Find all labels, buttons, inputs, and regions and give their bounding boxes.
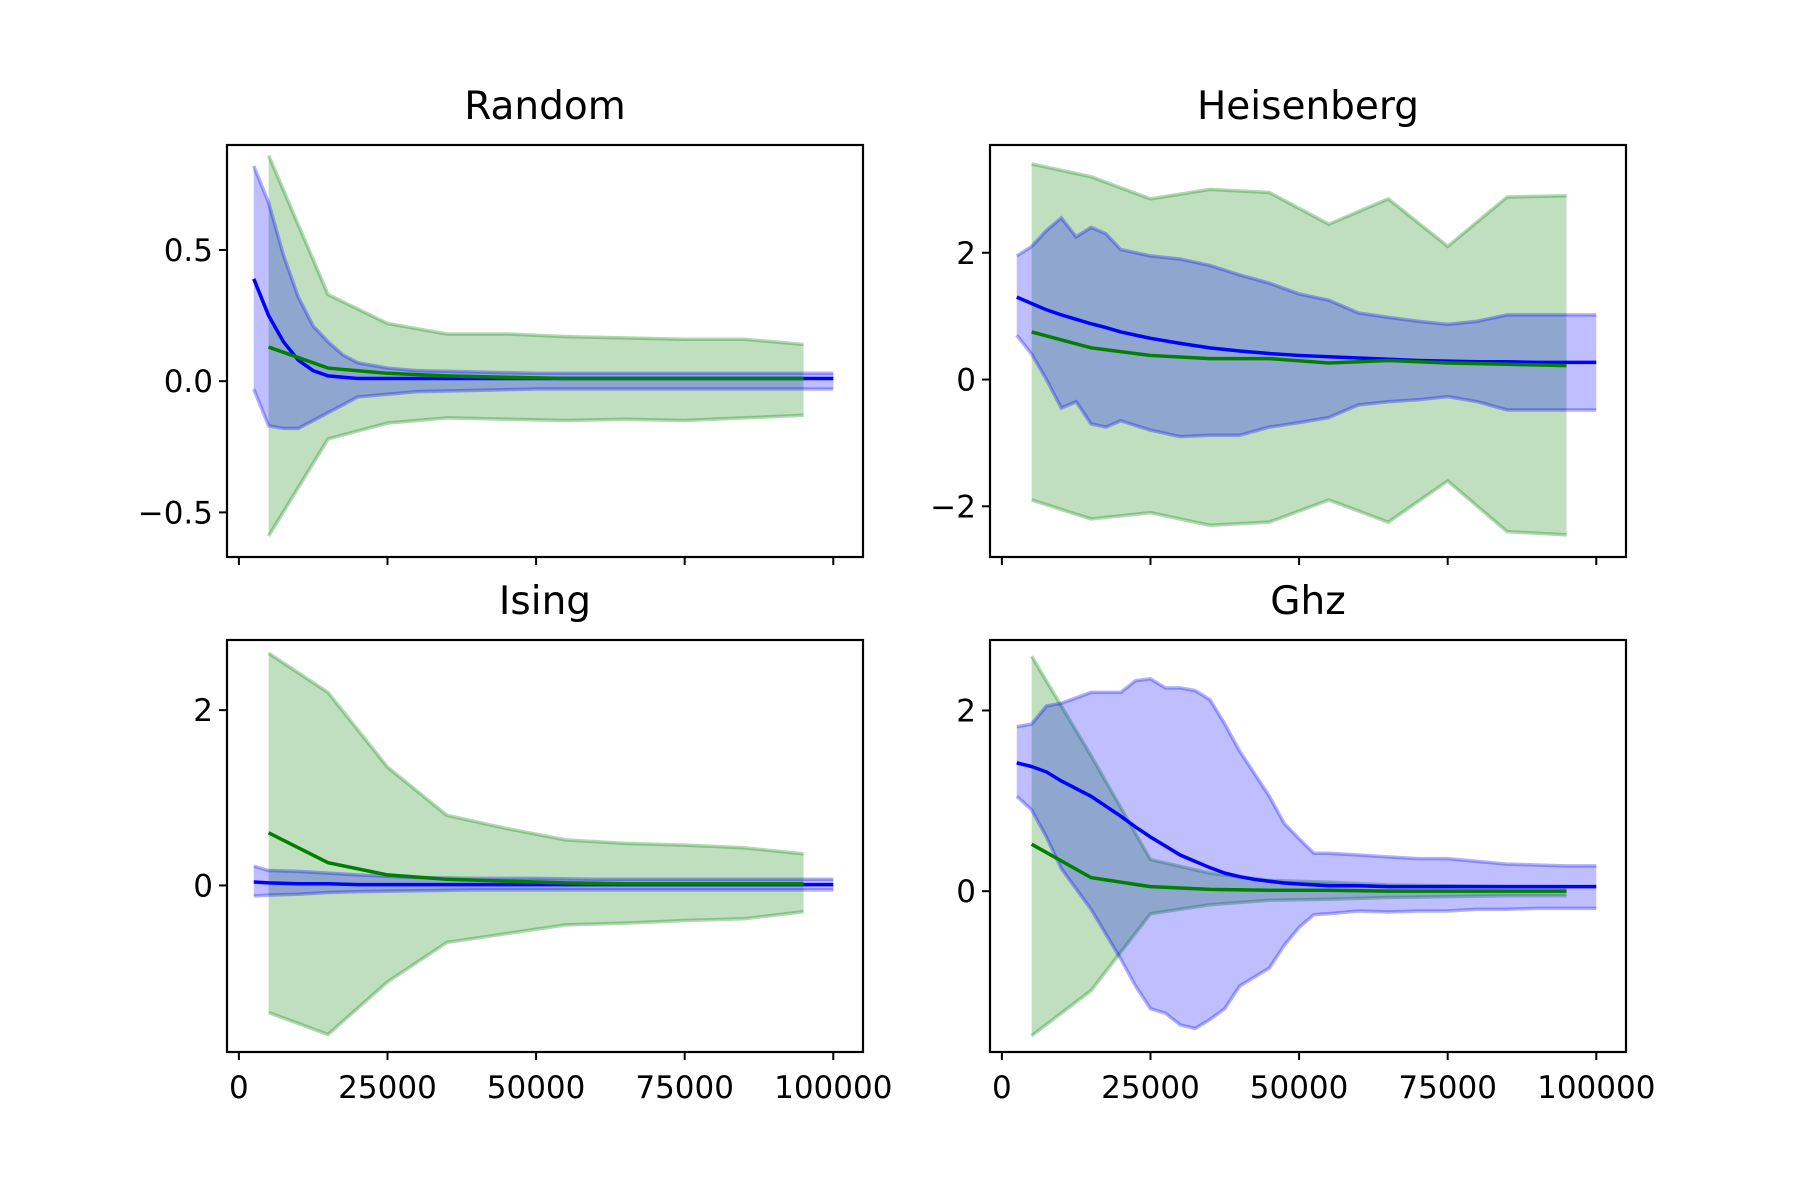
subplot-title: Ising [499, 579, 591, 624]
mean-line-green [1031, 330, 1567, 368]
subplot-title: Heisenberg [1197, 84, 1419, 129]
band-green [268, 653, 804, 1035]
mean-line-green [267, 831, 804, 886]
band-upper-blue [1015, 215, 1597, 327]
band-lower-green [268, 910, 804, 1037]
x-tick-label: 75000 [635, 1070, 734, 1106]
x-tick-label: 0 [992, 1070, 1012, 1106]
mean-line-blue [1016, 295, 1597, 365]
y-tick-label: 2 [193, 693, 213, 729]
band-upper-green [266, 154, 804, 347]
mean-line-green [268, 345, 804, 381]
subplot-1: −2 0 2 Heisenberg [930, 84, 1628, 565]
y-tick-label: 2 [956, 693, 976, 729]
subplot-title: Ghz [1270, 579, 1345, 624]
axes-frame [988, 143, 1628, 559]
band-lower-blue [1015, 795, 1597, 1031]
x-tick-label: 50000 [1250, 1070, 1349, 1106]
x-tick-label: 100000 [1537, 1070, 1655, 1106]
plot-area [252, 154, 834, 537]
band-lower-blue [1015, 334, 1597, 439]
axes-frame [225, 143, 865, 559]
band-upper-green [1031, 162, 1567, 249]
band-lower-green [267, 413, 804, 537]
band-green [1031, 656, 1567, 1036]
y-tick-label: 0 [193, 868, 213, 904]
subplot-3: 0 2 0 25000 50000 75000 100000 Ghz [956, 579, 1655, 1106]
band-upper-blue [1016, 677, 1597, 868]
subplot-2: 0 2 0 25000 50000 75000 100000 Ising [193, 579, 892, 1106]
band-lower-blue [252, 387, 834, 431]
band-lower-blue [253, 888, 834, 898]
band-lower-green [1030, 893, 1567, 1038]
plot-area [1015, 162, 1597, 537]
y-tick-label: 0.5 [164, 233, 213, 269]
subplot-title: Random [464, 84, 625, 129]
band-blue [253, 165, 834, 429]
y-tick-label: 0.0 [164, 364, 213, 400]
band-blue [1016, 678, 1597, 1029]
mean-line-green [1030, 842, 1567, 893]
band-upper-blue [253, 864, 834, 882]
x-tick-label: 0 [229, 1070, 249, 1106]
x-tick-label: 100000 [774, 1070, 892, 1106]
band-upper-green [267, 651, 804, 856]
x-tick-label: 75000 [1398, 1070, 1497, 1106]
y-tick-label: −2 [930, 489, 976, 525]
x-tick-label: 25000 [338, 1070, 437, 1106]
y-tick-label: −0.5 [138, 495, 213, 531]
x-tick-label: 50000 [487, 1070, 586, 1106]
plot-area [1015, 655, 1597, 1038]
axes-frame [988, 638, 1628, 1054]
plot-area [253, 651, 834, 1037]
band-lower-green [1031, 478, 1567, 537]
band-green [1031, 164, 1567, 535]
band-green [268, 155, 804, 537]
axes-frame [225, 638, 865, 1054]
y-tick-label: 0 [956, 363, 976, 399]
y-tick-label: 2 [956, 236, 976, 272]
subplot-0: −0.5 0.0 0.5 Random [138, 84, 865, 565]
band-upper-blue [252, 165, 834, 376]
y-tick-label: 0 [956, 874, 976, 910]
band-blue [1016, 217, 1597, 437]
x-tick-label: 25000 [1101, 1070, 1200, 1106]
mean-line-blue [1016, 761, 1597, 889]
